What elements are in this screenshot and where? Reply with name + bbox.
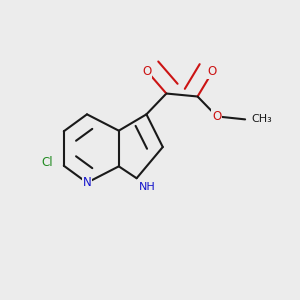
Text: O: O — [208, 65, 217, 78]
Text: NH: NH — [139, 182, 155, 192]
Text: N: N — [82, 176, 91, 189]
Text: CH₃: CH₃ — [252, 114, 272, 124]
Text: O: O — [142, 65, 152, 78]
Text: O: O — [212, 110, 221, 123]
Text: Cl: Cl — [42, 156, 53, 169]
